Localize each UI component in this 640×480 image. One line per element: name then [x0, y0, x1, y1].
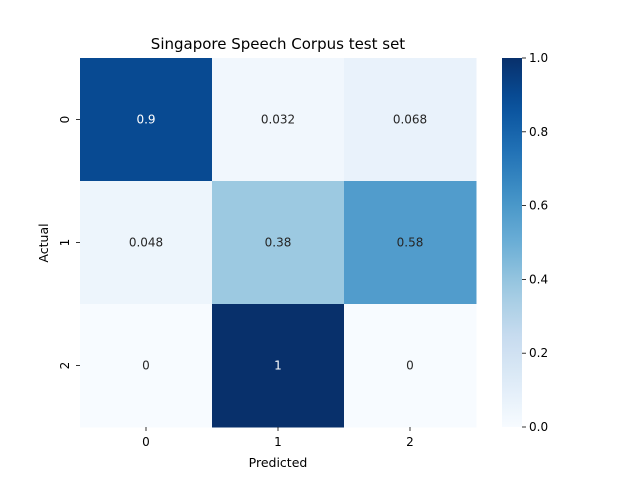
heatmap-cell-r1-c0 [80, 181, 213, 305]
colorbar-gradient [502, 58, 522, 427]
x-tick-label-1: 1 [274, 435, 282, 449]
y-tick-label-0: 0 [58, 116, 72, 124]
heatmap-cell-r1-c2 [344, 181, 477, 305]
colorbar-tick-label-3: 0.6 [529, 199, 548, 213]
heatmap-cell-r2-c0 [80, 304, 213, 428]
colorbar-tick-label-5: 1.0 [529, 51, 548, 65]
colorbar-ticks: 0.0 0.2 0.4 0.6 0.8 1.0 [522, 51, 548, 434]
x-axis: 0 1 2 [142, 427, 414, 449]
y-tick-label-2: 2 [58, 362, 72, 370]
colorbar-tick-label-2: 0.4 [529, 272, 548, 286]
cell-value-label-r2-c2: 0 [406, 359, 414, 373]
y-tick-label-1: 1 [58, 239, 72, 247]
heatmap-cell-r2-c2 [344, 304, 477, 428]
y-axis-label: Actual [36, 223, 51, 262]
x-tick-label-2: 2 [406, 435, 414, 449]
cell-value-label-r0-c2: 0.068 [393, 113, 427, 127]
heatmap-cell-labels: 0.9 0.032 0.068 0.048 0.38 0.58 0 1 0 [129, 113, 427, 373]
heatmap-cell-r1-c1 [212, 181, 345, 305]
cell-value-label-r0-c0: 0.9 [136, 113, 155, 127]
chart-title: Singapore Speech Corpus test set [151, 35, 406, 53]
x-axis-label: Predicted [249, 455, 308, 470]
heatmap-cells [80, 58, 477, 428]
cell-value-label-r1-c1: 0.38 [265, 236, 292, 250]
cell-value-label-r1-c2: 0.58 [397, 236, 424, 250]
x-tick-label-0: 0 [142, 435, 150, 449]
colorbar: 0.0 0.2 0.4 0.6 0.8 1.0 [502, 51, 548, 434]
colorbar-tick-label-4: 0.8 [529, 125, 548, 139]
colorbar-tick-label-1: 0.2 [529, 346, 548, 360]
heatmap-cell-r0-c1 [212, 58, 345, 182]
heatmap-cell-r0-c0 [80, 58, 213, 182]
cell-value-label-r2-c1: 1 [274, 359, 282, 373]
colorbar-tick-label-0: 0.0 [529, 420, 548, 434]
heatmap-cell-r2-c1 [212, 304, 345, 428]
cell-value-label-r1-c0: 0.048 [129, 236, 163, 250]
heatmap-cell-r0-c2 [344, 58, 477, 182]
cell-value-label-r0-c1: 0.032 [261, 113, 295, 127]
y-axis: 0 1 2 [58, 116, 80, 370]
cell-value-label-r2-c0: 0 [142, 359, 150, 373]
